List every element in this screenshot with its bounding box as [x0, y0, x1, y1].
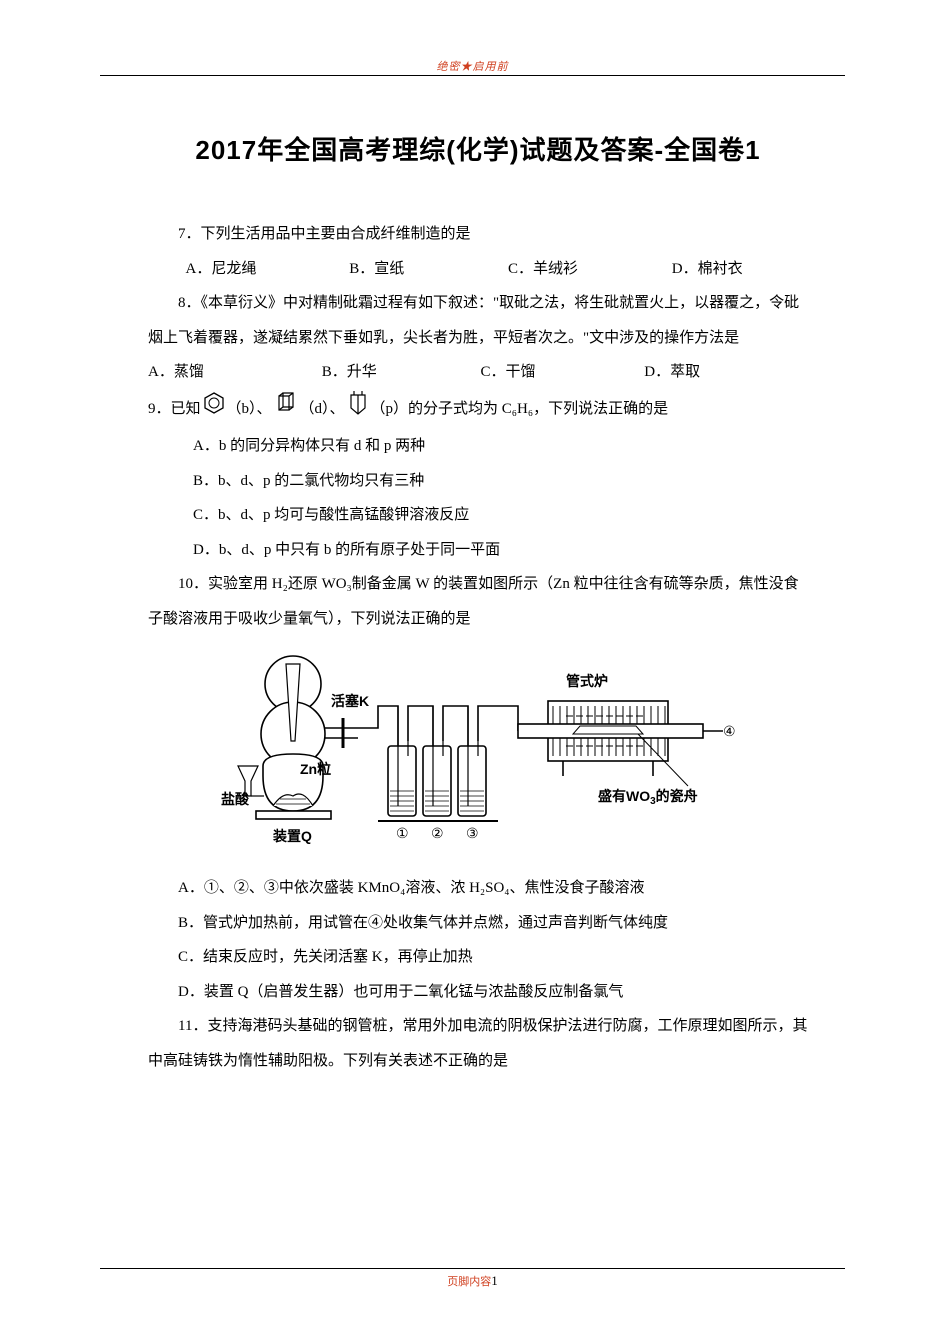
q8-opt-b: B．升华 [322, 355, 477, 390]
q7-options: A．尼龙绳 B．宣纸 C．羊绒衫 D．棉衬衣 [148, 252, 808, 287]
q10-opt-b: B．管式炉加热前，用试管在④处收集气体并点燃，通过声音判断气体纯度 [148, 906, 808, 941]
page-number: 1 [491, 1273, 498, 1288]
q9-options: A．b 的同分异构体只有 d 和 p 两种 B．b、d、p 的二氯代物均只有三种… [148, 429, 808, 567]
benzene-icon [203, 391, 225, 429]
footer-rule [100, 1268, 845, 1269]
q9-b-label: （b）、 [227, 392, 272, 427]
q7-opt-a: A．尼龙绳 [186, 252, 346, 287]
footer-text: 页脚内容 [447, 1276, 491, 1288]
q10-stem: 10．实验室用 H₂还原 WO₃制备金属 W 的装置如图所示（Zn 粒中往往含有… [148, 567, 808, 636]
q10-opt-d: D．装置 Q（启普发生器）也可用于二氧化锰与浓盐酸反应制备氯气 [148, 975, 808, 1010]
prismane-icon [274, 391, 298, 429]
q7-opt-d: D．棉衬衣 [672, 252, 743, 287]
q8-opt-d: D．萃取 [644, 355, 700, 390]
q9-d-label: （d）、 [300, 392, 345, 427]
q10-opt-a: A．①、②、③中依次盛装 KMnO₄溶液、浓 H₂SO₄、焦性没食子酸溶液 [148, 871, 808, 906]
dewar-icon [347, 390, 369, 430]
q11-stem: 11．支持海港码头基础的钢管桩，常用外加电流的阴极保护法进行防腐，工作原理如图所… [148, 1009, 808, 1078]
q10-opt-c: C．结束反应时，先关闭活塞 K，再停止加热 [148, 940, 808, 975]
q9-opt-d: D．b、d、p 中只有 b 的所有原子处于同一平面 [148, 533, 808, 568]
q9-opt-a: A．b 的同分异构体只有 d 和 p 两种 [148, 429, 808, 464]
label-3: ③ [466, 825, 479, 841]
label-2: ② [431, 825, 444, 841]
q7-opt-b: B．宣纸 [349, 252, 504, 287]
deviceq-label: 装置Q [272, 828, 312, 844]
q9-stem: 9．已知 （b）、 （d）、 [148, 390, 808, 430]
q7-stem: 7．下列生活用品中主要由合成纤维制造的是 [148, 217, 808, 252]
q7-opt-c: C．羊绒衫 [508, 252, 668, 287]
q8-options: A．蒸馏 B．升华 C．干馏 D．萃取 [148, 355, 808, 390]
page-content: 2017年全国高考理综(化学)试题及答案-全国卷1 7．下列生活用品中主要由合成… [148, 130, 808, 1078]
footer-watermark: 页脚内容1 [0, 1273, 945, 1289]
q9-opt-b: B．b、d、p 的二氯代物均只有三种 [148, 464, 808, 499]
q10-options: A．①、②、③中依次盛装 KMnO₄溶液、浓 H₂SO₄、焦性没食子酸溶液 B．… [148, 871, 808, 1009]
page-title: 2017年全国高考理综(化学)试题及答案-全国卷1 [148, 130, 808, 167]
q8-opt-a: A．蒸馏 [148, 355, 318, 390]
q9-prefix: 9．已知 [148, 392, 201, 427]
stopcock-label: 活塞K [331, 693, 369, 709]
q9-opt-c: C．b、d、p 均可与酸性高锰酸钾溶液反应 [148, 498, 808, 533]
hcl-label: 盐酸 [221, 791, 250, 807]
boat-label: 盛有WO3的瓷舟 [598, 788, 698, 807]
label-1: ① [396, 825, 409, 841]
header-rule [100, 75, 845, 76]
furnace-label: 管式炉 [566, 673, 608, 689]
q8-stem: 8．《本草衍义》中对精制砒霜过程有如下叙述："取砒之法，将生砒就置火上，以器覆之… [148, 286, 808, 355]
q8-opt-c: C．干馏 [481, 355, 641, 390]
header-watermark: 绝密★启用前 [0, 58, 945, 74]
apparatus-figure: 管式炉 活塞K Zn粒 盐酸 装置Q 盛有WO3的瓷舟 ① ② ③ ④ [148, 646, 808, 861]
label-4: ④ [723, 723, 736, 739]
q9-p-label: （p）的分子式均为 C₆H₆，下列说法正确的是 [371, 392, 669, 427]
zn-label: Zn粒 [300, 761, 331, 777]
